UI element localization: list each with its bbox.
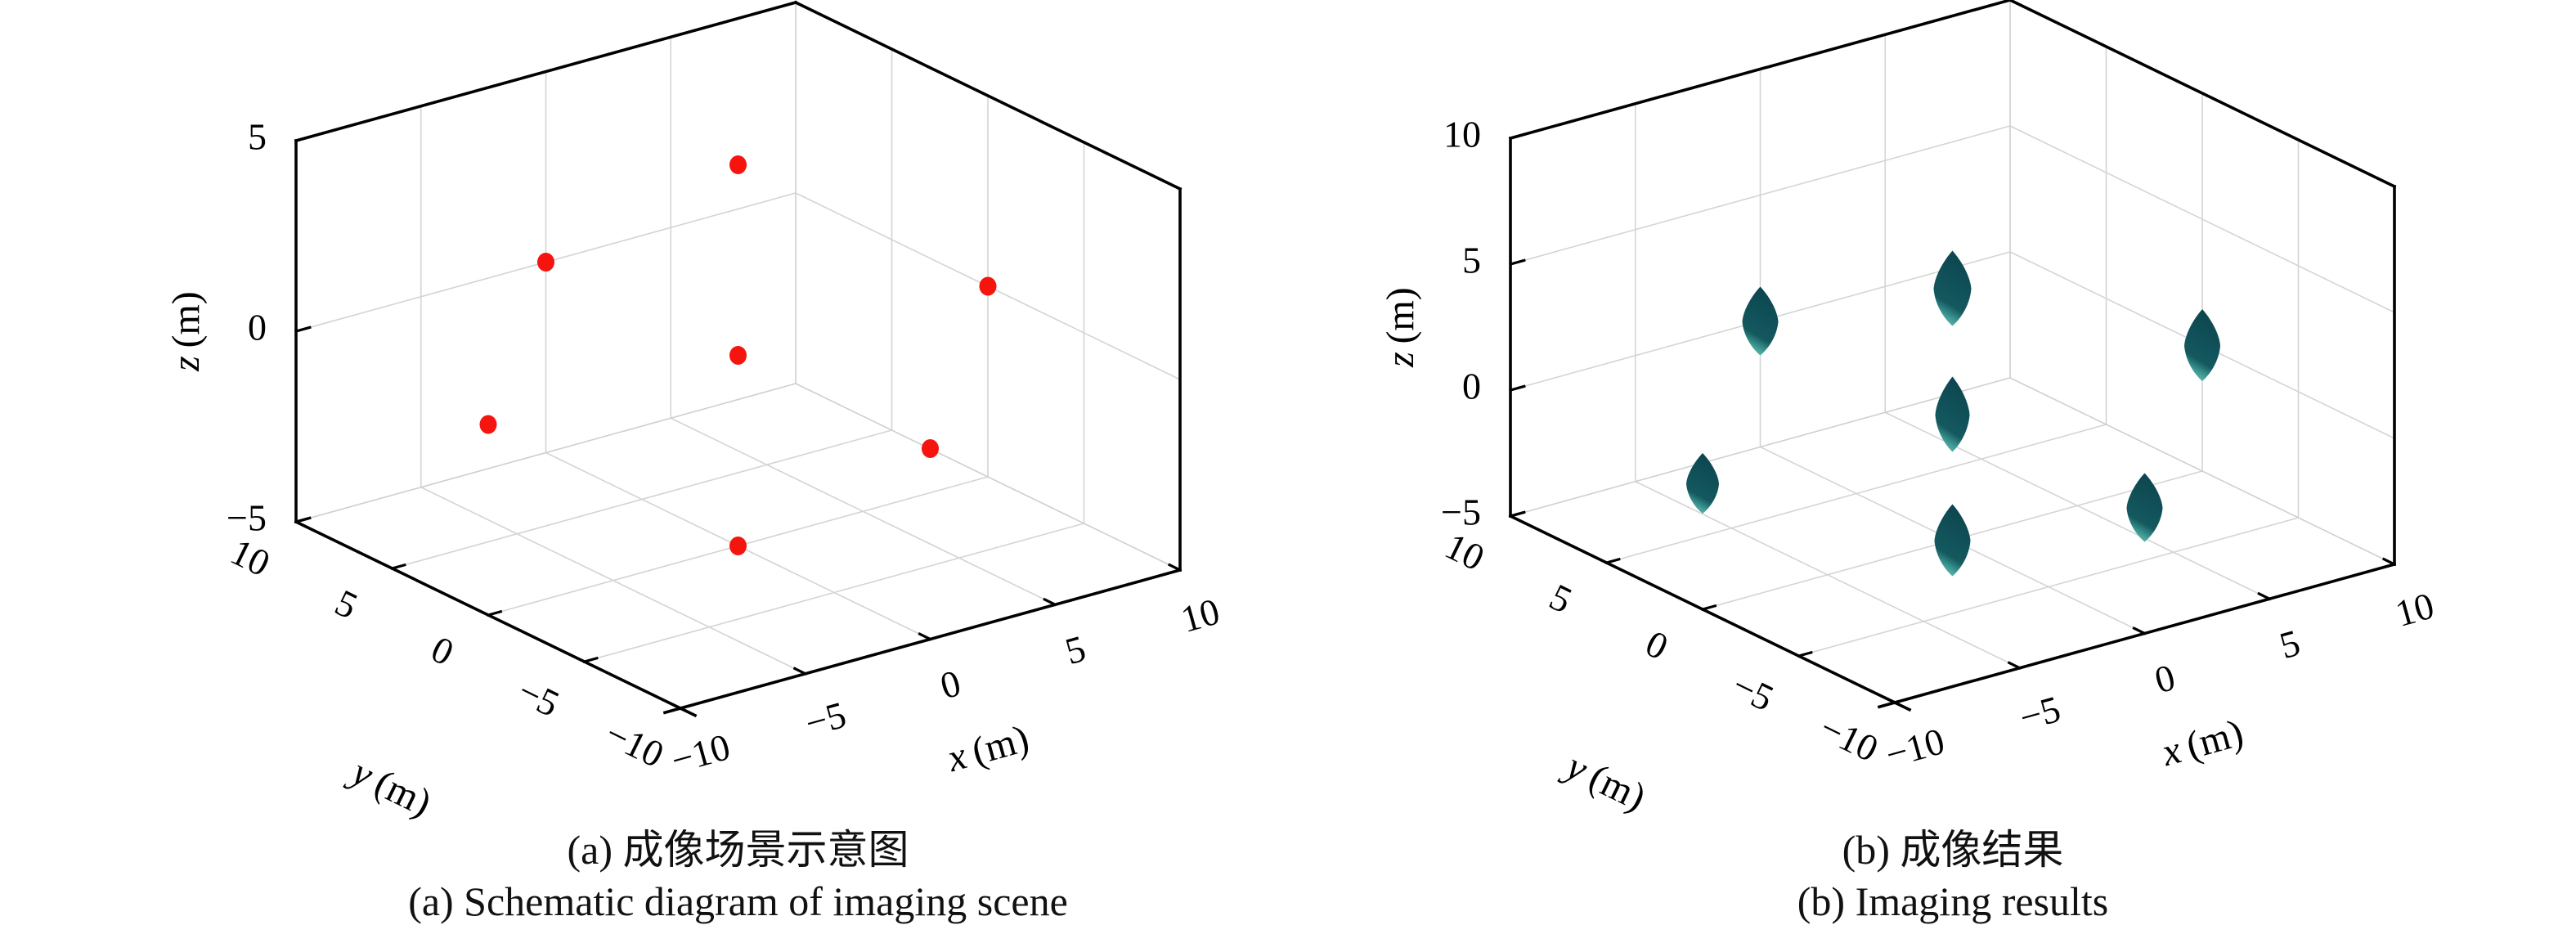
box-top-left-edge xyxy=(294,0,798,143)
z-tick-mark xyxy=(294,135,312,142)
gridline-floor-y xyxy=(1605,424,2107,564)
tick-group xyxy=(1509,132,2397,705)
z-axis-label-var: z xyxy=(1379,352,1422,368)
z-axis-label: z (m) xyxy=(1379,287,1422,368)
wall-floor-edge xyxy=(2008,376,2396,566)
x-axis-corner-stub xyxy=(1877,700,1897,709)
x-tick-mark xyxy=(918,632,932,641)
caption-a-en: (a) Schematic diagram of imaging scene xyxy=(408,878,1068,924)
target-point xyxy=(479,415,497,434)
x-tick-mark xyxy=(1882,695,1897,705)
z-tick-label: 10 xyxy=(1443,114,1481,155)
z-tick-label: −5 xyxy=(1441,492,1481,533)
caption-panel-a: (a) 成像场景示意图 (a) Schematic diagram of ima… xyxy=(0,824,1476,927)
gridline-floor-y xyxy=(391,429,893,569)
wall-floor-edge xyxy=(295,383,797,523)
target-blob xyxy=(2184,309,2220,381)
z-tick-label: −5 xyxy=(227,497,267,539)
data-group xyxy=(479,155,997,555)
target-point xyxy=(922,439,939,458)
target-blob xyxy=(1686,453,1719,514)
target-blob xyxy=(1742,286,1779,356)
x-tick-mark xyxy=(2007,661,2022,670)
z-axis-label: z (m) xyxy=(164,291,208,372)
z-tick-mark xyxy=(1509,258,1526,266)
z-tick-label: 5 xyxy=(248,116,267,158)
x-axis-corner-stub xyxy=(662,706,683,715)
target-point xyxy=(729,346,747,365)
x-tick-mark xyxy=(2381,557,2397,567)
caption-b-zh: (b) 成像结果 xyxy=(1842,827,2064,873)
target-blob xyxy=(1935,376,1970,452)
y-tick-mark xyxy=(1701,604,1717,611)
x-tick-mark xyxy=(667,701,683,711)
y-tick-mark xyxy=(582,656,599,663)
y-axis-corner-stub xyxy=(1892,700,1912,712)
target-point xyxy=(537,253,554,272)
x-tick-mark xyxy=(1043,597,1057,607)
target-point xyxy=(729,155,747,174)
gridline-z-wall-x xyxy=(2008,124,2396,314)
x-tick-mark xyxy=(2132,626,2147,635)
z-axis-label-unit: (m) xyxy=(1379,287,1422,352)
x-tick-mark xyxy=(792,667,807,676)
caption-b-en: (b) Imaging results xyxy=(1797,878,2109,924)
box-top-left-edge xyxy=(1508,0,2013,141)
z-tick-mark xyxy=(1509,510,1526,518)
z-tick-mark xyxy=(294,326,312,333)
z-tick-label: 5 xyxy=(1462,240,1481,281)
tick-group xyxy=(294,135,1183,711)
target-point xyxy=(979,276,997,296)
target-blob xyxy=(1933,250,1972,326)
x-tick-mark xyxy=(2257,591,2272,601)
y-tick-mark xyxy=(390,563,406,570)
z-axis-label-var: z xyxy=(164,356,208,372)
y-tick-mark xyxy=(1893,697,1910,704)
target-blob xyxy=(2126,473,2163,542)
caption-a-zh: (a) 成像场景示意图 xyxy=(567,827,909,873)
z-tick-label: 0 xyxy=(248,307,267,348)
target-point xyxy=(729,537,747,555)
z-axis-label-unit: (m) xyxy=(164,291,208,356)
grid-group xyxy=(1510,0,2396,669)
z-tick-mark xyxy=(1509,384,1526,392)
x-tick-mark xyxy=(1167,563,1183,573)
box-top-right-edge xyxy=(2008,0,2397,189)
box-top-right-edge xyxy=(793,0,1183,191)
y-tick-mark xyxy=(1604,557,1621,564)
y-tick-mark xyxy=(1797,650,1813,658)
wall-floor-edge xyxy=(1510,377,2011,517)
z-tick-mark xyxy=(294,516,312,523)
y-axis-corner-stub xyxy=(678,706,698,718)
data-group xyxy=(1686,250,2220,577)
y-tick-mark xyxy=(487,609,503,617)
z-tick-mark xyxy=(1509,132,1526,140)
y-tick-mark xyxy=(679,703,695,710)
gridline-z-wall-y xyxy=(1510,125,2011,265)
gridline-floor-y xyxy=(583,523,1085,662)
caption-panel-b: (b) 成像结果 (b) Imaging results xyxy=(1317,824,2576,927)
target-blob xyxy=(1934,504,1971,577)
wall-floor-edge xyxy=(794,382,1182,572)
z-tick-label: 0 xyxy=(1462,366,1481,407)
gridline-floor-y xyxy=(1797,517,2300,657)
